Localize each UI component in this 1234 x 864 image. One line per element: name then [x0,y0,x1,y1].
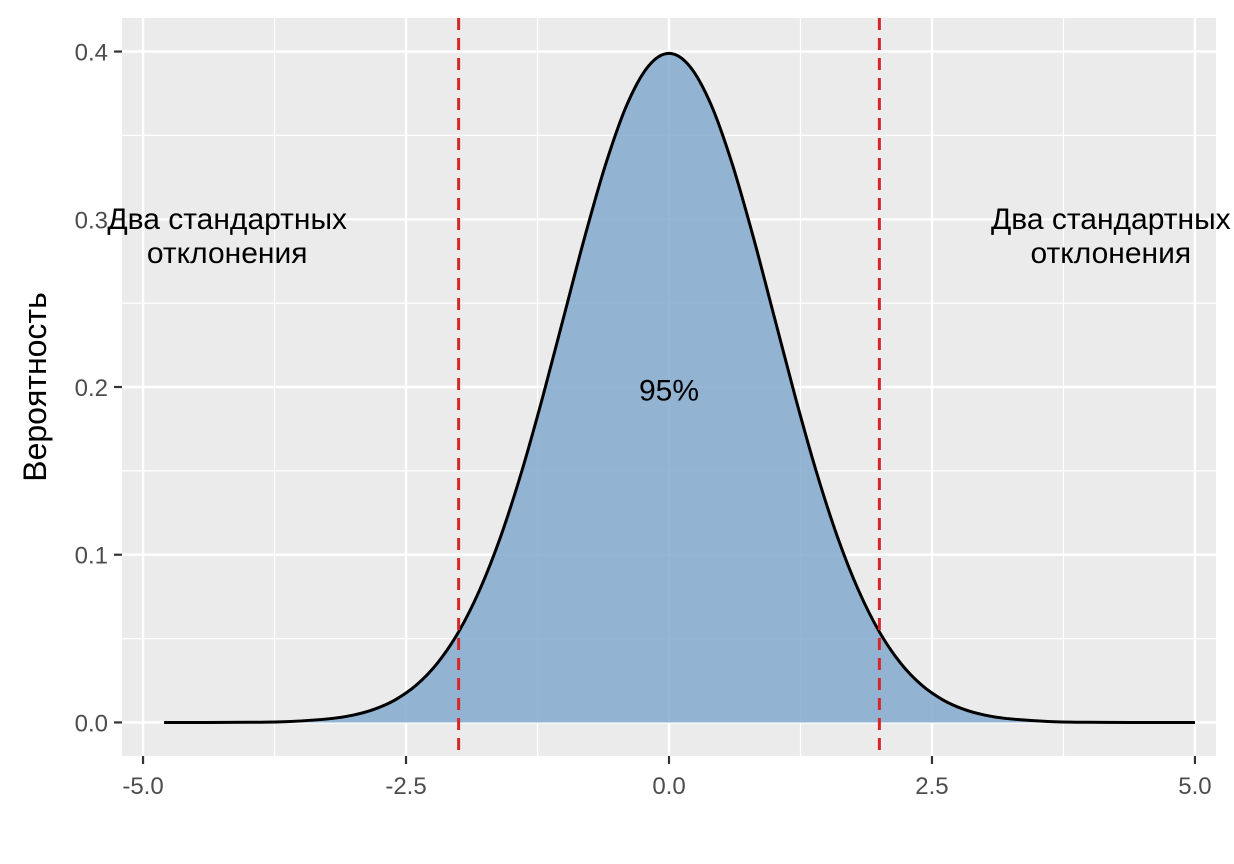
y-tick-label: 0.0 [75,710,108,737]
annotation-label: 95% [639,374,699,407]
y-axis-title: Вероятность [17,292,53,482]
y-tick-label: 0.2 [75,375,108,402]
y-tick-label: 0.1 [75,543,108,570]
y-tick-label: 0.3 [75,207,108,234]
x-tick-label: 0.0 [652,773,685,800]
x-tick-label: -2.5 [385,773,426,800]
x-axis: -5.0 -2.5 0.0 2.5 5.0 [122,756,1211,800]
y-axis: 0.0 0.1 0.2 0.3 0.4 [75,40,122,738]
x-tick-label: 2.5 [915,773,948,800]
y-tick-label: 0.4 [75,40,108,67]
x-tick-label: -5.0 [122,773,163,800]
x-tick-label: 5.0 [1178,773,1211,800]
